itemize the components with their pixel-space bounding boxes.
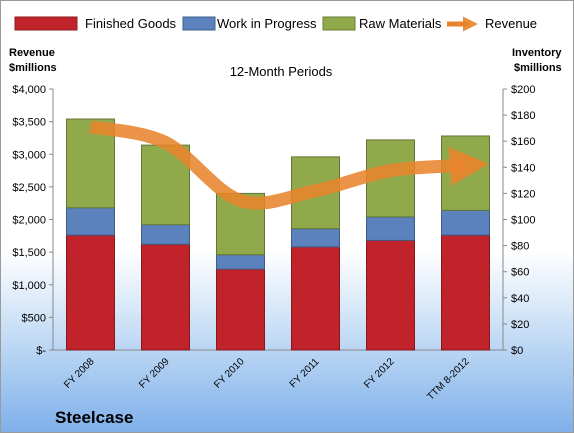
right-tick-label: $160 bbox=[511, 136, 535, 148]
right-tick-label: $180 bbox=[511, 110, 535, 122]
legend-label-raw-materials: Raw Materials bbox=[359, 16, 442, 31]
legend-swatch-finished-goods bbox=[14, 16, 78, 31]
left-axis-ticks: $- $500 $1,000 $1,500 $2,000 $2,500 $3,000 $3,5… bbox=[12, 84, 53, 357]
bar-segment-work-in-progress bbox=[141, 224, 190, 245]
right-tick-label: $20 bbox=[511, 319, 529, 331]
left-tick-label: $1,000 bbox=[12, 280, 46, 292]
bar-segment-finished-goods bbox=[141, 243, 190, 351]
category-label: FY 2009 bbox=[137, 356, 172, 391]
left-tick-label: $3,000 bbox=[12, 149, 46, 161]
bar-segment-finished-goods bbox=[66, 234, 115, 351]
category-label: TTM 8-2012 bbox=[425, 356, 472, 403]
left-tick-label: $2,000 bbox=[12, 215, 46, 227]
right-axis-title-line1: Inventory bbox=[512, 47, 562, 59]
left-tick-label: $1,500 bbox=[12, 247, 46, 259]
bar-segment-work-in-progress bbox=[66, 207, 115, 236]
bar-segment-finished-goods bbox=[366, 239, 415, 351]
legend-label-work-in-progress: Work in Progress bbox=[217, 16, 317, 31]
left-tick-label: $- bbox=[36, 345, 46, 357]
bar-segment-raw-materials bbox=[441, 135, 490, 211]
bar-segment-finished-goods bbox=[216, 268, 265, 351]
right-axis-ticks: $0 $20 $40 $60 $80 $100 $120 $140 $160 $180 $200 bbox=[503, 84, 535, 357]
legend-swatch-work-in-progress bbox=[182, 16, 216, 31]
chart-subtitle: 12-Month Periods bbox=[230, 64, 333, 79]
left-tick-label: $500 bbox=[22, 312, 46, 324]
right-tick-label: $140 bbox=[511, 162, 535, 174]
legend-label-finished-goods: Finished Goods bbox=[85, 16, 177, 31]
legend: Finished Goods Work in Progress Raw Mate… bbox=[14, 16, 537, 32]
stacked-bars bbox=[66, 118, 490, 351]
right-tick-label: $80 bbox=[511, 241, 529, 253]
bar-segment-finished-goods bbox=[291, 246, 340, 351]
right-tick-label: $120 bbox=[511, 188, 535, 200]
company-name: Steelcase bbox=[55, 408, 133, 427]
right-axis-title-line2: $millions bbox=[514, 62, 562, 74]
category-label: FY 2010 bbox=[212, 356, 247, 391]
left-tick-label: $3,500 bbox=[12, 117, 46, 129]
left-axis-title-line1: Revenue bbox=[9, 47, 55, 59]
right-tick-label: $200 bbox=[511, 84, 535, 96]
revenue-line bbox=[89, 120, 489, 210]
left-axis-title-line2: $millions bbox=[9, 62, 57, 74]
right-tick-label: $40 bbox=[511, 293, 529, 305]
right-tick-label: $0 bbox=[511, 345, 523, 357]
right-tick-label: $100 bbox=[511, 215, 535, 227]
category-label: FY 2008 bbox=[62, 356, 97, 391]
legend-swatch-raw-materials bbox=[322, 16, 356, 31]
category-labels: FY 2008 FY 2009 FY 2010 FY 2011 FY 2012 TTM 8… bbox=[62, 356, 472, 403]
right-tick-label: $60 bbox=[511, 267, 529, 279]
bar-segment-work-in-progress bbox=[441, 209, 490, 236]
bar-segment-work-in-progress bbox=[366, 216, 415, 241]
category-label: FY 2011 bbox=[288, 356, 322, 390]
legend-label-revenue: Revenue bbox=[485, 16, 537, 31]
revenue-line-group bbox=[89, 120, 489, 210]
category-label: FY 2012 bbox=[362, 356, 397, 391]
bar-segment-work-in-progress bbox=[291, 228, 340, 248]
left-tick-label: $2,500 bbox=[12, 182, 46, 194]
bar-segment-finished-goods bbox=[441, 234, 490, 351]
left-tick-label: $4,000 bbox=[12, 84, 46, 96]
bar-segment-work-in-progress bbox=[216, 254, 265, 270]
